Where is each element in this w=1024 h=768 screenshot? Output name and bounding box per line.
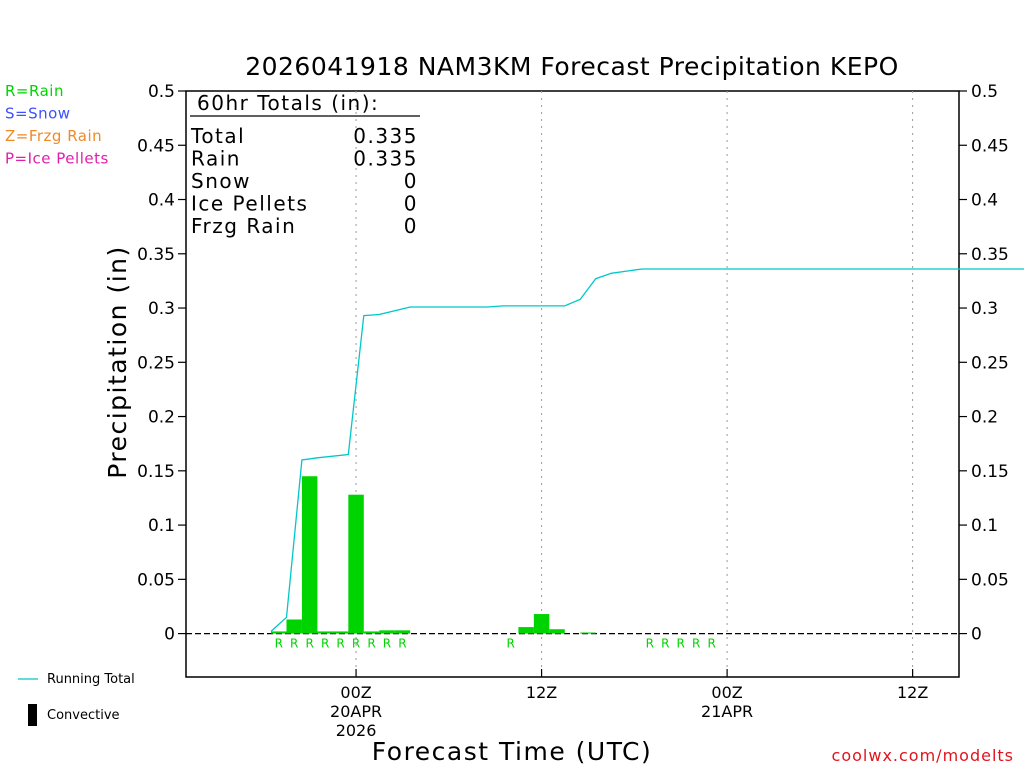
y-axis-left: 0.5 0.45 0.4 0.35 0.3 0.25 0.2 0.15 0.1 0.05 0 — [137, 82, 186, 645]
credit-text: coolwx.com/modelts — [832, 746, 1014, 765]
totals-row-value: 0 — [404, 192, 418, 216]
y-tick-label-left: 0.1 — [148, 516, 175, 536]
y-tick-label-left: 0.45 — [137, 136, 175, 156]
totals-row-label: Total — [190, 124, 245, 148]
precip-bars — [271, 476, 596, 634]
totals-row-label: Ice Pellets — [191, 192, 308, 216]
y-tick-label-left: 0.3 — [148, 299, 175, 319]
y-tick-label-left: 0.5 — [148, 82, 175, 102]
y-tick-label-left: 0.4 — [148, 191, 175, 211]
precip-type-marker: R — [321, 637, 329, 651]
precip-bar — [363, 631, 380, 634]
y-tick-label-right: 0.25 — [971, 353, 1009, 373]
y-tick-label-right: 0.05 — [971, 570, 1009, 590]
precip-bar — [301, 476, 318, 634]
y-tick-label-right: 0.2 — [971, 408, 998, 428]
y-tick-label-right: 0.45 — [971, 136, 1009, 156]
precip-type-legend: R=Rain S=Snow Z=Frzg Rain P=Ice Pellets — [5, 82, 109, 168]
precip-bar — [518, 627, 534, 634]
precip-bar — [379, 630, 395, 634]
y-tick-label-left: 0.25 — [137, 353, 175, 373]
plot-area-frame — [185, 90, 960, 678]
legend-label: Running Total — [47, 672, 135, 687]
precip-bar — [271, 631, 287, 634]
y-tick-label-right: 0 — [971, 625, 982, 645]
y-tick-label-right: 0.35 — [971, 245, 1009, 265]
type-legend-item: P=Ice Pellets — [5, 150, 109, 168]
precip-bar — [549, 629, 565, 634]
x-tick-label: 00Z — [711, 683, 742, 702]
totals-row-value: 0 — [404, 214, 418, 238]
totals-row-value: 0.335 — [353, 124, 418, 148]
precip-type-marker: R — [646, 637, 654, 651]
precip-bar — [394, 630, 411, 634]
y-tick-label-left: 0.2 — [148, 408, 175, 428]
precip-type-marker: R — [352, 637, 360, 651]
y-tick-label-left: 0.15 — [137, 462, 175, 482]
x-tick-label: 12Z — [897, 683, 928, 702]
precip-type-marker: R — [290, 637, 298, 651]
precip-bar — [317, 631, 333, 634]
precip-type-marker: R — [707, 637, 715, 651]
legend-bar-swatch — [28, 704, 37, 726]
y-tick-label-right: 0.1 — [971, 516, 998, 536]
y-axis-right: 0.5 0.45 0.4 0.35 0.3 0.25 0.2 0.15 0.1 0.05 0 — [959, 82, 1009, 645]
precip-bar — [286, 619, 302, 634]
precip-type-marker: R — [692, 637, 700, 651]
y-tick-label-left: 0.35 — [137, 245, 175, 265]
y-tick-label-right: 0.15 — [971, 462, 1009, 482]
running-total-line — [270, 268, 1024, 632]
x-tick-label: 12Z — [526, 683, 557, 702]
totals-row-label: Frzg Rain — [191, 214, 296, 238]
totals-row-value: 0.335 — [353, 147, 418, 171]
x-tick-label: 2026 — [336, 721, 377, 740]
precip-type-marker: R — [275, 637, 283, 651]
precip-bar — [533, 614, 550, 634]
y-tick-label-right: 0.3 — [971, 299, 998, 319]
type-legend-item: S=Snow — [5, 105, 71, 123]
totals-row-label: Rain — [191, 147, 241, 171]
precip-bar — [348, 494, 364, 634]
precip-bar — [580, 632, 596, 634]
type-legend-item: R=Rain — [5, 82, 64, 100]
totals-row-label: Snow — [191, 169, 251, 193]
series-legend: Running Total Convective — [18, 672, 135, 726]
x-axis-title: Forecast Time (UTC) — [372, 737, 652, 766]
totals-box: 60hr Totals (in): Total 0.335 Rain 0.335 Sno… — [190, 91, 420, 238]
y-tick-label-left: 0 — [164, 625, 175, 645]
y-tick-label-left: 0.05 — [137, 570, 175, 590]
precip-type-marker: R — [306, 637, 314, 651]
gridlines — [355, 91, 914, 677]
precip-bar — [332, 631, 349, 634]
totals-header: 60hr Totals (in): — [197, 91, 379, 115]
chart-title: 2026041918 NAM3KM Forecast Precipitation… — [245, 52, 899, 81]
y-tick-label-right: 0.5 — [971, 82, 998, 102]
precip-type-marker: R — [398, 637, 406, 651]
precip-type-marker: R — [367, 637, 375, 651]
precip-type-marker: R — [677, 637, 685, 651]
precip-type-marker: R — [506, 637, 514, 651]
x-tick-label: 21APR — [701, 702, 753, 721]
y-tick-label-right: 0.4 — [971, 191, 998, 211]
y-axis-title: Precipitation (in) — [103, 245, 132, 479]
legend-label: Convective — [47, 708, 120, 723]
precip-type-marker: R — [661, 637, 669, 651]
precip-type-marker: R — [336, 637, 344, 651]
x-tick-label: 20APR — [330, 702, 382, 721]
totals-row-value: 0 — [404, 169, 418, 193]
type-legend-item: Z=Frzg Rain — [5, 127, 102, 145]
x-tick-label: 00Z — [340, 683, 371, 702]
precip-type-marker: R — [383, 637, 391, 651]
